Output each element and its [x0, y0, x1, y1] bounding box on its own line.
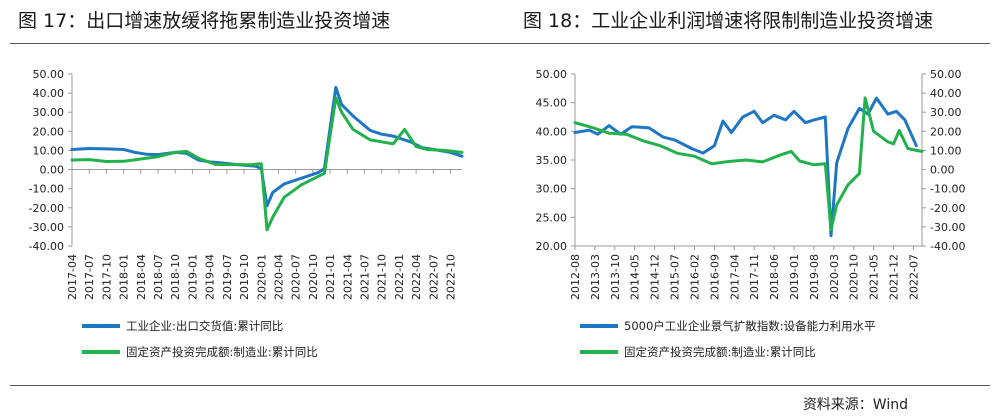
- y2-tick-label: 40.00: [930, 87, 962, 100]
- x-tick-label: 2017-04: [728, 254, 741, 300]
- y-tick-label: 40.00: [33, 87, 65, 100]
- x-tick-label: 2013-03: [589, 254, 602, 300]
- top-divider: [10, 43, 990, 44]
- x-tick-label: 2017-10: [100, 254, 113, 300]
- y-tick-label: 0.00: [40, 164, 65, 177]
- x-tick-label: 2021-12: [888, 254, 901, 300]
- x-tick-label: 2019-08: [808, 254, 821, 300]
- y-tick-label: 30.00: [33, 106, 65, 119]
- x-tick-label: 2019-01: [788, 254, 801, 300]
- chart-title-left: 图 17：出口增速放缓将拖累制造业投资增速: [18, 10, 391, 32]
- y2-tick-label: -10.00: [930, 183, 965, 196]
- x-tick-label: 2020-04: [272, 254, 285, 300]
- y-tick-label: 30.00: [536, 183, 568, 196]
- x-tick-label: 2022-07: [907, 254, 920, 300]
- x-tick-label: 2021-10: [376, 254, 389, 300]
- legend-label: 固定资产投资完成额:制造业:累计同比: [624, 345, 816, 359]
- y-tick-label: 20.00: [536, 240, 568, 253]
- x-tick-label: 2022-10: [445, 254, 458, 300]
- x-tick-label: 2013-10: [609, 254, 622, 300]
- legend-label: 5000户工业企业景气扩散指数:设备能力利用水平: [624, 319, 876, 333]
- x-tick-label: 2020-10: [848, 254, 861, 300]
- y2-tick-label: 20.00: [930, 125, 962, 138]
- x-tick-label: 2020-03: [828, 254, 841, 300]
- y-tick-label: -40.00: [29, 240, 64, 253]
- x-tick-label: 2020-10: [307, 254, 320, 300]
- y-tick-label: 50.00: [536, 68, 568, 81]
- x-tick-label: 2022-07: [427, 254, 440, 300]
- x-tick-label: 2022-01: [393, 254, 406, 300]
- chart-left: 50.00 40.00 30.00 20.00 10.00 0.00 -10.00 -20.0…: [29, 68, 464, 359]
- x-tick-label: 2018-10: [169, 254, 182, 300]
- legend-label: 固定资产投资完成额:制造业:累计同比: [126, 345, 318, 359]
- x-tick-label: 2014-12: [649, 254, 662, 300]
- y-tick-label: -10.00: [29, 183, 64, 196]
- y-tick-label: -20.00: [29, 202, 64, 215]
- bottom-divider: [10, 385, 990, 386]
- source-note: 资料来源：Wind: [802, 397, 908, 413]
- y2-tick-label: 10.00: [930, 144, 962, 157]
- y-tick-label: 40.00: [536, 125, 568, 138]
- y-tick-label: 25.00: [536, 211, 568, 224]
- x-tick-label: 2018-06: [768, 254, 781, 300]
- series-line-blue: [573, 96, 918, 238]
- y-tick-label: -30.00: [29, 221, 64, 234]
- x-tick-label: 2015-07: [669, 254, 682, 300]
- y2-tick-label: 50.00: [930, 68, 962, 81]
- x-tick-label: 2017-11: [748, 254, 761, 300]
- x-tick-label: 2018-04: [135, 254, 148, 300]
- y-tick-label: 20.00: [33, 125, 65, 138]
- x-tick-label: 2021-05: [868, 254, 881, 300]
- y-tick-label: 10.00: [33, 144, 65, 157]
- y-tick-label: 50.00: [33, 68, 65, 81]
- x-tick-label: 2021-01: [324, 254, 337, 300]
- chart-right: 50.00 45.00 40.00 35.00 30.00 25.00 20.00 50.00…: [536, 68, 966, 359]
- series-line-green: [70, 96, 464, 232]
- x-tick-label: 2019-07: [221, 254, 234, 300]
- y-tick-label: 35.00: [536, 154, 568, 167]
- x-tick-label: 2017-07: [83, 254, 96, 300]
- legend-label: 工业企业:出口交货值:累计同比: [126, 319, 283, 333]
- x-tick-label: 2021-04: [341, 254, 354, 300]
- chart-title-right: 图 18：工业企业利润增速将限制制造业投资增速: [523, 10, 934, 32]
- x-tick-label: 2018-07: [152, 254, 165, 300]
- series-line-green: [573, 96, 924, 232]
- x-tick-label: 2016-02: [688, 254, 701, 300]
- x-tick-label: 2020-07: [290, 254, 303, 300]
- x-tick-label: 2022-04: [410, 254, 423, 300]
- x-tick-label: 2012-08: [569, 254, 582, 300]
- x-tick-label: 2014-05: [629, 254, 642, 300]
- x-tick-label: 2019-01: [186, 254, 199, 300]
- x-tick-label: 2021-07: [359, 254, 372, 300]
- x-tick-label: 2019-04: [204, 254, 217, 300]
- x-tick-label: 2017-04: [66, 254, 79, 300]
- y2-tick-label: -40.00: [930, 240, 965, 253]
- y2-tick-label: -30.00: [930, 221, 965, 234]
- x-tick-label: 2016-09: [708, 254, 721, 300]
- x-tick-label: 2019-10: [238, 254, 251, 300]
- y2-tick-label: -20.00: [930, 202, 965, 215]
- x-tick-label: 2020-01: [255, 254, 268, 300]
- series-line-blue: [70, 85, 464, 208]
- y2-tick-label: 30.00: [930, 106, 962, 119]
- x-tick-label: 2018-01: [118, 254, 131, 300]
- y-tick-label: 45.00: [536, 97, 568, 110]
- y2-tick-label: 0.00: [930, 164, 955, 177]
